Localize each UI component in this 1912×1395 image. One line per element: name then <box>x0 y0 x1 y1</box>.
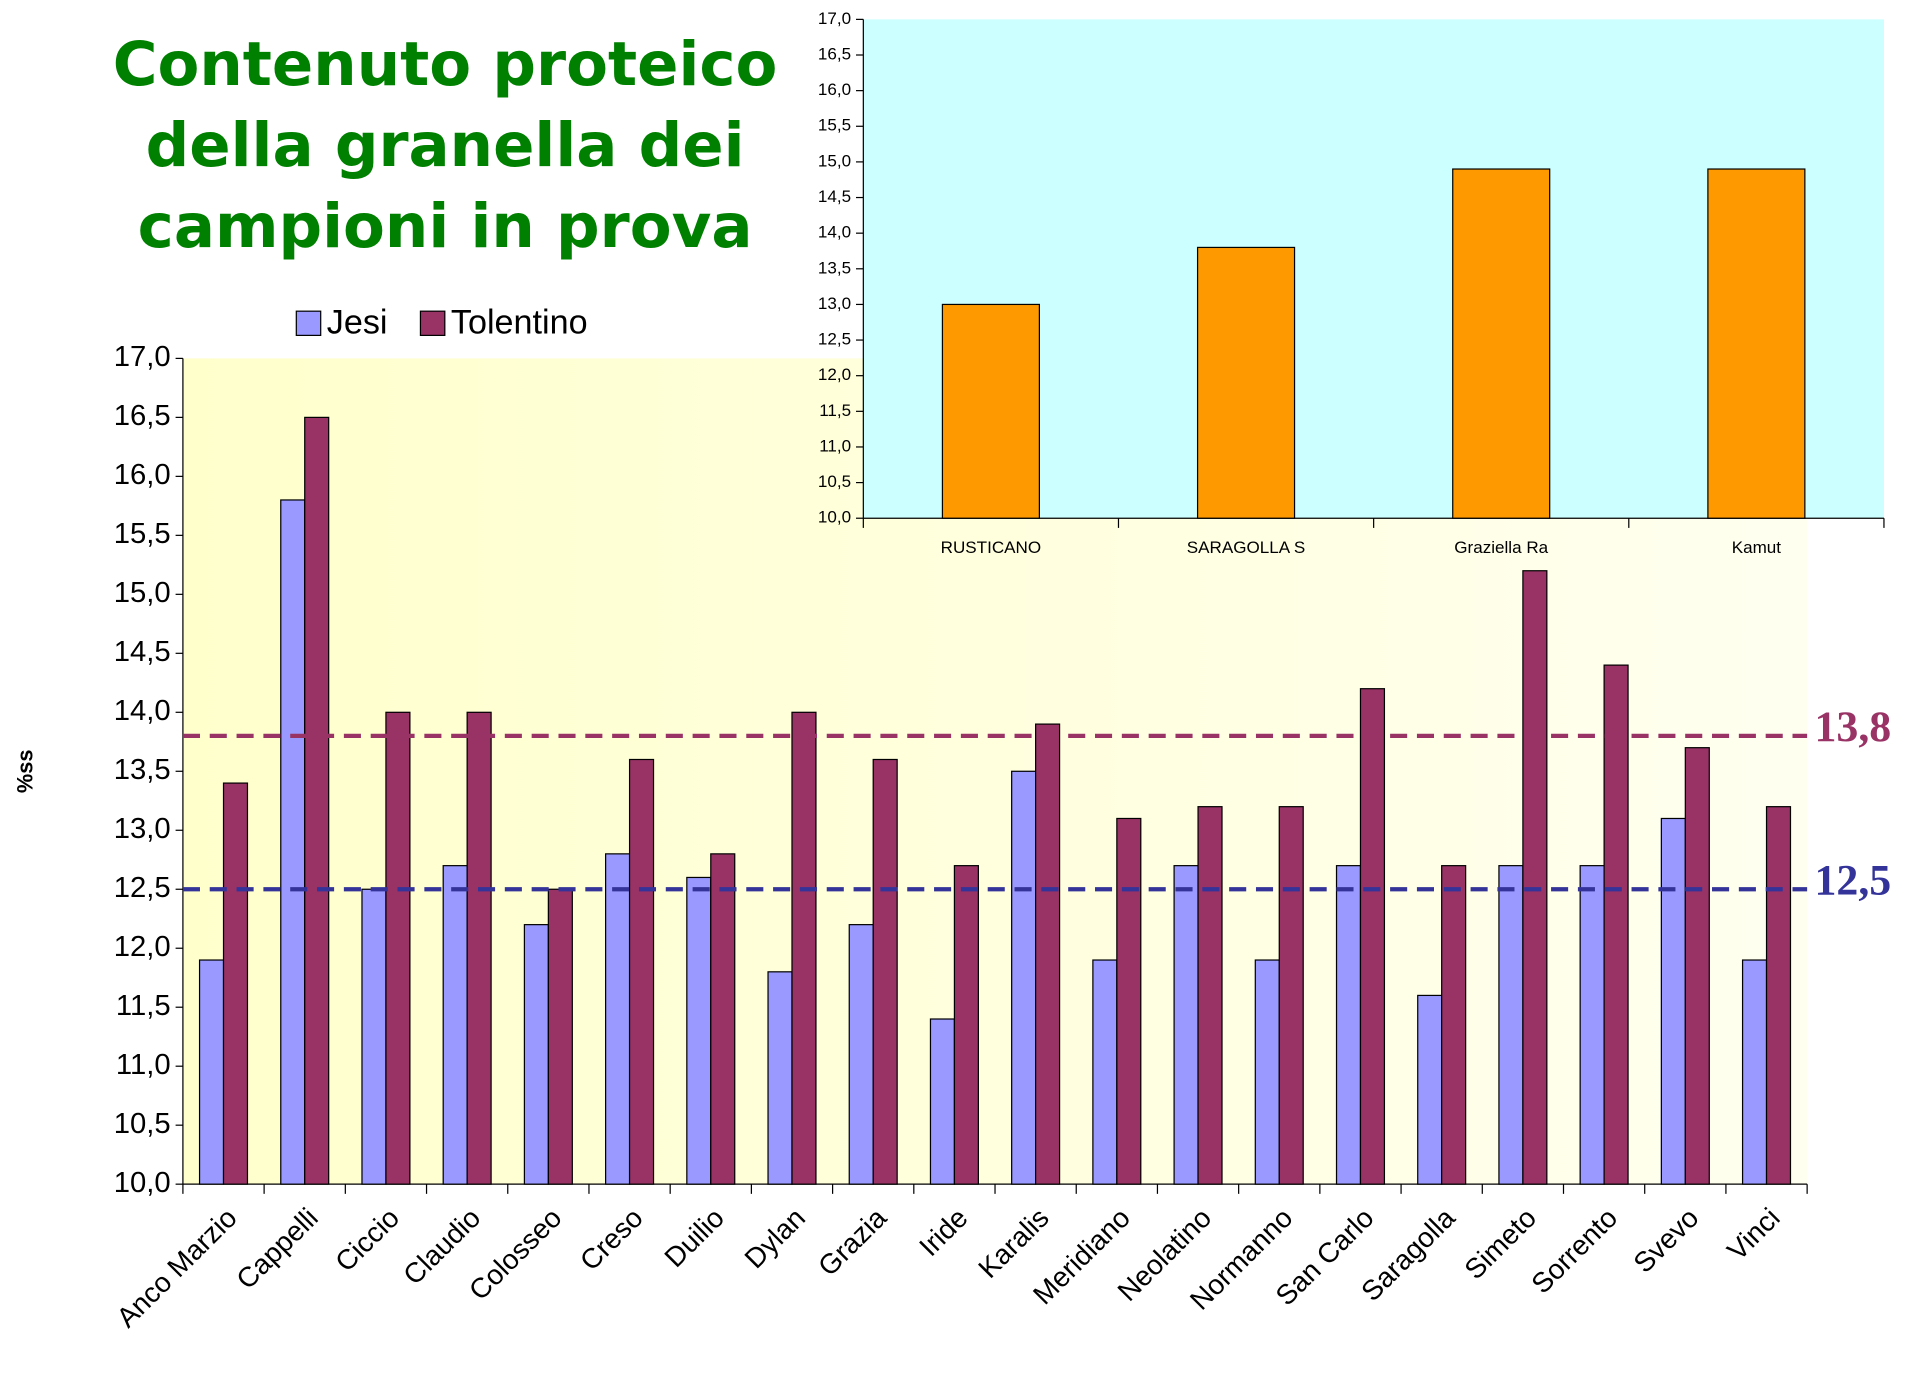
bar <box>953 865 979 1185</box>
bar <box>1196 246 1296 519</box>
x-tick-label: RUSTICANO <box>941 538 1041 557</box>
bar <box>1278 806 1304 1185</box>
y-tick-label: 12,5 <box>114 872 171 904</box>
x-tick-label: Duilio <box>658 1202 730 1273</box>
bar <box>1603 664 1629 1185</box>
x-tick-label: Iride <box>913 1202 974 1262</box>
title-box: Contenuto proteico della granella dei ca… <box>112 29 778 262</box>
x-tick-label: Graziella Ra <box>1454 538 1548 557</box>
bar <box>605 853 631 1185</box>
x-tick-label: SARAGOLLA S <box>1187 538 1306 557</box>
bar <box>1765 806 1792 1185</box>
bar <box>1660 817 1686 1185</box>
y-tick-label: 10,5 <box>818 472 851 491</box>
y-tick-label: 13,5 <box>114 754 171 786</box>
bar <box>1498 865 1524 1185</box>
bar <box>1417 994 1443 1185</box>
x-tick-label: Anco Marzio <box>111 1202 243 1333</box>
y-tick-label: 14,5 <box>818 187 851 206</box>
bar <box>304 416 330 1185</box>
y-tick-label: 14,0 <box>114 695 171 727</box>
y-tick-label: 15,5 <box>818 116 851 135</box>
bar <box>1116 817 1142 1185</box>
bar <box>848 924 874 1185</box>
bar <box>1741 959 1768 1185</box>
bar <box>547 888 573 1185</box>
y-tick-label: 11,0 <box>819 436 851 455</box>
y-tick-label: 16,5 <box>818 45 851 64</box>
bar <box>1441 865 1467 1185</box>
x-tick-label: Vinci <box>1721 1202 1786 1266</box>
bar <box>1092 959 1118 1185</box>
bar <box>710 853 736 1185</box>
x-tick-label: Creso <box>574 1202 649 1276</box>
bar <box>929 1018 956 1185</box>
bar <box>1452 168 1551 519</box>
bar <box>1254 959 1280 1185</box>
bar <box>1335 865 1362 1185</box>
bar <box>1011 770 1037 1185</box>
y-tick-label: 17,0 <box>114 341 171 373</box>
bar <box>280 499 306 1185</box>
bar <box>385 711 411 1185</box>
y-tick-label: 17,0 <box>818 9 851 28</box>
y-tick-label: 11,5 <box>819 401 851 420</box>
y-tick-label: 15,0 <box>818 151 851 170</box>
y-axis-title: %ss <box>13 749 38 793</box>
y-tick-label: 15,0 <box>114 577 171 609</box>
bar <box>1707 168 1806 519</box>
bar <box>1173 865 1199 1185</box>
bar <box>442 865 468 1185</box>
y-tick-label: 11,0 <box>116 1049 171 1081</box>
legend-label: Jesi <box>327 304 388 342</box>
bar <box>1522 570 1548 1185</box>
bar <box>1579 865 1605 1185</box>
y-tick-label: 16,5 <box>114 400 171 432</box>
y-tick-label: 10,0 <box>818 508 851 527</box>
bar <box>198 959 225 1185</box>
chart-title: Contenuto proteico della granella dei ca… <box>112 29 778 262</box>
bar <box>1197 806 1223 1185</box>
y-tick-label: 11,5 <box>116 990 171 1022</box>
reference-label: 12,5 <box>1814 857 1891 905</box>
y-tick-label: 13,0 <box>114 813 171 845</box>
x-tick-label: Svevo <box>1627 1202 1704 1279</box>
x-tick-label: Dylan <box>739 1202 812 1274</box>
bar <box>767 971 793 1185</box>
y-tick-label: 10,0 <box>114 1167 171 1199</box>
bar <box>628 758 655 1185</box>
bar <box>791 711 817 1185</box>
bar <box>1359 688 1386 1185</box>
bar <box>222 782 249 1185</box>
bar <box>1035 723 1061 1185</box>
y-tick-label: 12,0 <box>818 365 851 384</box>
reference-label: 13,8 <box>1814 703 1891 751</box>
legend-swatch <box>419 310 446 336</box>
legend-label: Tolentino <box>451 304 588 342</box>
y-tick-label: 13,5 <box>818 258 851 277</box>
y-tick-label: 16,0 <box>114 459 171 491</box>
x-tick-label: Cappelli <box>230 1202 324 1295</box>
bar <box>361 888 387 1185</box>
x-tick-label: Sorrento <box>1525 1202 1623 1299</box>
bar <box>1684 747 1710 1185</box>
y-tick-label: 16,0 <box>818 80 851 99</box>
legend-swatch <box>295 310 322 336</box>
y-tick-label: 12,5 <box>818 330 851 349</box>
y-tick-label: 13,0 <box>818 294 851 313</box>
bar <box>941 303 1040 519</box>
bar <box>686 876 712 1185</box>
x-tick-label: Ciccio <box>329 1202 405 1277</box>
y-tick-label: 10,5 <box>114 1108 171 1140</box>
bar <box>523 924 549 1185</box>
y-tick-label: 14,0 <box>818 223 851 242</box>
x-tick-label: Kamut <box>1732 538 1782 557</box>
y-tick-label: 15,5 <box>114 518 171 550</box>
bar <box>466 711 492 1185</box>
bar <box>872 758 898 1185</box>
y-tick-label: 14,5 <box>114 636 171 668</box>
y-tick-label: 12,0 <box>114 931 171 963</box>
x-tick-label: Grazia <box>812 1202 893 1282</box>
